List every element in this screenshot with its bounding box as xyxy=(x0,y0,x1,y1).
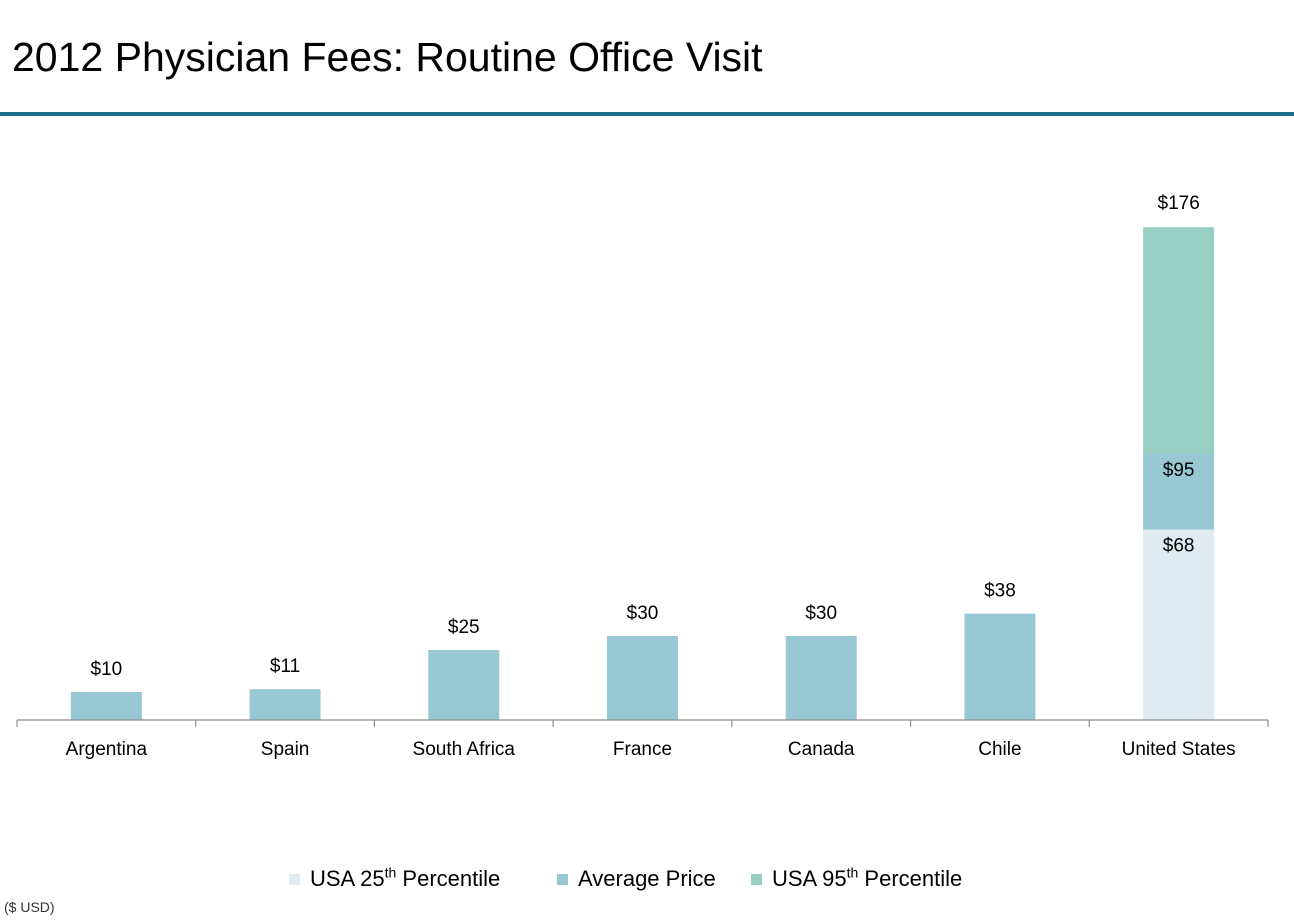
bar-united-states-segment-1 xyxy=(1143,529,1215,720)
bars-group xyxy=(70,227,1215,720)
tick-label-south-africa: South Africa xyxy=(413,739,516,760)
bar-south-africa xyxy=(428,650,500,720)
legend-label: USA 25th Percentile xyxy=(310,864,501,891)
bar-france xyxy=(607,636,678,720)
legend-label: USA 95th Percentile xyxy=(772,864,963,891)
bar-united-states-segment-3 xyxy=(1143,227,1215,454)
unit-note: ($ USD) xyxy=(4,899,55,915)
bar-chart: $10 $11 $25 $30 $30 $38 $68 $95 $176 Argentina Sp… xyxy=(16,193,1269,760)
tick-labels-group: Argentina Spain South Africa France Canada Ch… xyxy=(66,739,1236,760)
data-label-canada: $30 xyxy=(805,603,837,624)
bar-spain xyxy=(249,689,321,720)
bar-argentina xyxy=(70,692,142,720)
data-label-chile: $38 xyxy=(984,581,1016,602)
title-rule xyxy=(0,112,1294,116)
data-label-spain: $11 xyxy=(270,656,300,677)
data-label-france: $30 xyxy=(627,603,659,624)
tick-label-united-states: United States xyxy=(1122,739,1236,760)
x-axis xyxy=(16,719,1269,727)
data-labels-group: $10 $11 $25 $30 $30 $38 $68 $95 $176 xyxy=(91,193,1200,680)
tick-label-chile: Chile xyxy=(978,739,1021,760)
data-label-south-africa: $25 xyxy=(448,617,480,638)
data-label-united-states-1: $68 xyxy=(1163,536,1195,557)
bar-united-states-segment-2 xyxy=(1143,454,1215,530)
data-label-united-states-2: $95 xyxy=(1163,460,1195,481)
legend-item-3: USA 95th Percentile xyxy=(751,866,962,892)
legend-swatch xyxy=(289,873,300,885)
tick-label-spain: Spain xyxy=(261,739,310,760)
data-label-argentina: $10 xyxy=(91,659,123,680)
data-label-united-states-3: $176 xyxy=(1158,193,1200,214)
legend: USA 25th Percentile Average Price USA 95th… xyxy=(0,866,1294,896)
legend-swatch xyxy=(557,873,568,885)
page-title: 2012 Physician Fees: Routine Office Visi… xyxy=(12,34,763,80)
bar-canada xyxy=(785,636,857,720)
tick-label-argentina: Argentina xyxy=(66,739,148,760)
legend-label: Average Price xyxy=(578,866,716,891)
legend-swatch xyxy=(751,873,762,885)
legend-item-1: USA 25th Percentile xyxy=(289,866,500,892)
tick-label-canada: Canada xyxy=(788,739,855,760)
legend-item-2: Average Price xyxy=(557,866,716,892)
tick-label-france: France xyxy=(613,739,672,760)
bar-chile xyxy=(964,613,1036,720)
